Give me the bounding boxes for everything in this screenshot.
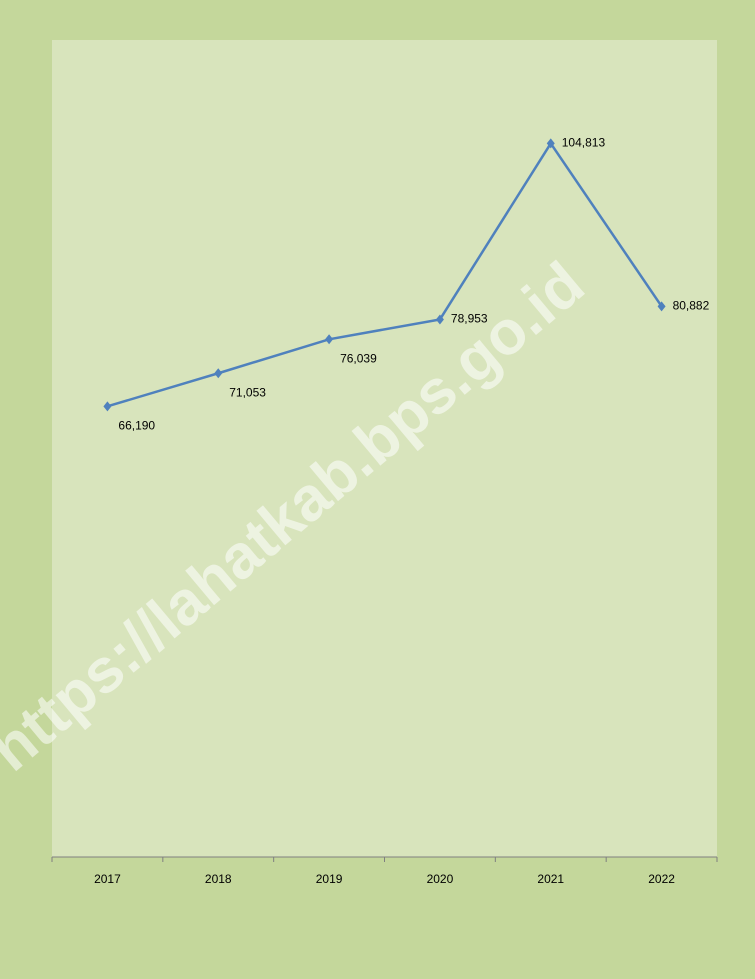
data-label: 104,813: [562, 136, 606, 150]
data-label: 76,039: [340, 351, 377, 365]
data-label: 71,053: [229, 385, 266, 399]
x-tick-label: 2019: [316, 872, 343, 886]
x-tick-label: 2021: [537, 872, 564, 886]
x-tick-label: 2017: [94, 872, 121, 886]
data-label: 78,953: [451, 312, 488, 326]
marker: [103, 401, 112, 412]
x-tick-label: 2022: [648, 872, 675, 886]
x-tick-label: 2018: [205, 872, 232, 886]
marker: [435, 314, 444, 325]
marker: [214, 368, 223, 379]
plot-area: [52, 40, 717, 857]
data-label: 66,190: [118, 419, 155, 433]
x-tick-label: 2020: [427, 872, 454, 886]
marker: [325, 334, 334, 345]
marker: [546, 138, 555, 149]
line: [107, 141, 663, 408]
data-label: 80,882: [673, 299, 710, 313]
marker: [657, 301, 666, 312]
